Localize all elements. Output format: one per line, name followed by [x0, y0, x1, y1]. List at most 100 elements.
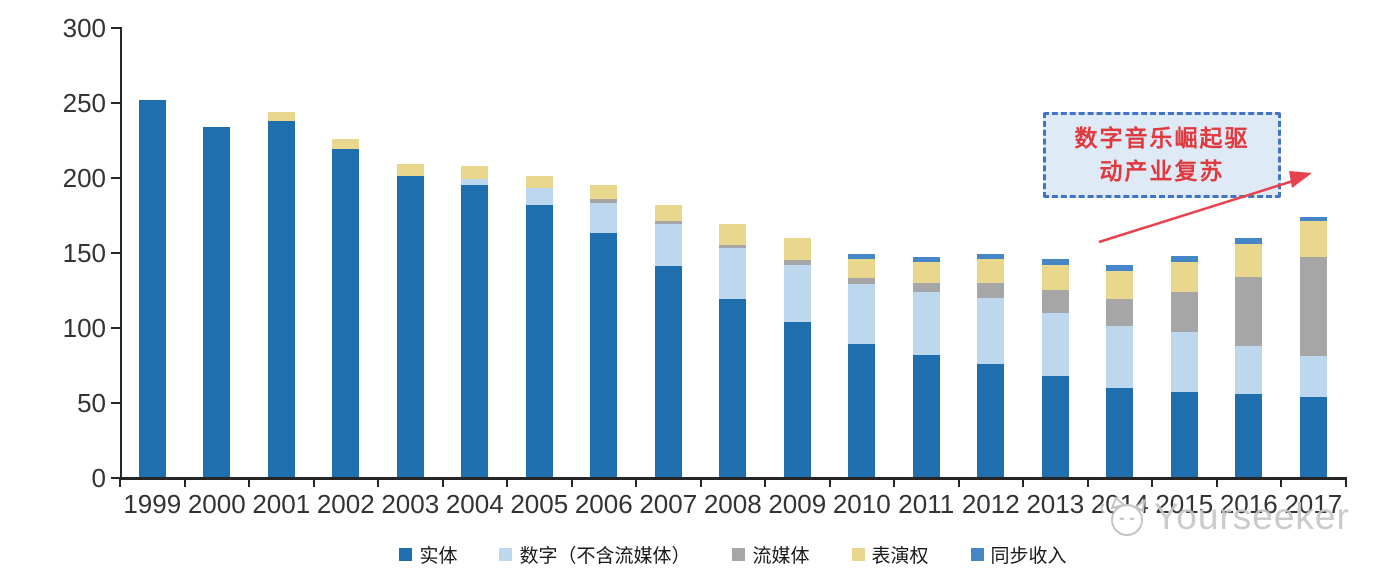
legend-swatch-icon: [970, 548, 984, 561]
x-axis-label: 2013: [1026, 489, 1085, 519]
bar-2010-segment: [848, 258, 876, 279]
x-axis-label: 2012: [961, 489, 1020, 519]
annotation-callout: 数字音乐崛起驱 动产业复苏: [1043, 112, 1281, 198]
x-axis-label: 2004: [445, 489, 504, 519]
x-axis-label: 2015: [1155, 489, 1214, 519]
legend-swatch-icon: [399, 548, 413, 561]
bar-2001-segment: [267, 111, 295, 121]
watermark: Yourseeker: [1098, 494, 1350, 540]
y-axis-tick: [111, 251, 120, 254]
bar-2015-segment: [1170, 291, 1198, 333]
y-axis-label: 50: [77, 387, 106, 418]
x-axis-tick: [183, 479, 186, 487]
y-axis-tick: [111, 101, 120, 104]
bar-1999-segment: [138, 99, 166, 478]
x-axis-label: 2003: [381, 489, 440, 519]
bar-2003-segment: [396, 164, 424, 177]
bar-2007-segment: [654, 204, 682, 222]
x-axis-tick: [119, 479, 121, 487]
y-axis-tick: [111, 476, 120, 479]
bar-2011-segment: [912, 291, 940, 355]
bar-2002-segment: [332, 149, 360, 478]
bar-2005-segment: [525, 204, 553, 478]
bar-2016-segment: [1235, 237, 1263, 244]
x-axis-label: 2010: [832, 489, 891, 519]
bar-2013-segment: [1041, 375, 1069, 478]
x-axis-tick: [1280, 479, 1282, 487]
x-axis-tick: [377, 479, 379, 487]
bar-2009-segment: [783, 260, 811, 265]
bar-2015-segment: [1170, 392, 1198, 478]
bar-2000-segment: [203, 126, 231, 478]
y-axis-label: 0: [91, 462, 106, 493]
legend-label: 数字（不含流媒体）: [519, 546, 691, 567]
watermark-text: Yourseeker: [1154, 496, 1350, 537]
x-axis-tick: [1022, 479, 1024, 487]
legend-swatch-icon: [732, 548, 746, 561]
x-axis-tick: [699, 479, 702, 487]
bar-2015-segment: [1170, 332, 1198, 393]
y-axis-label: 150: [62, 237, 106, 268]
legend-item: 实体: [399, 541, 457, 568]
bar-2004-segment: [461, 185, 489, 478]
legend-item: 同步收入: [970, 541, 1067, 568]
y-axis-label: 200: [62, 162, 106, 193]
bar-2007-segment: [654, 224, 682, 267]
x-axis-tick: [1344, 479, 1347, 487]
x-axis-tick: [312, 479, 315, 487]
bar-2005-segment: [525, 176, 553, 189]
legend-swatch-icon: [851, 548, 865, 561]
bar-2012-segment: [977, 297, 1005, 364]
y-axis-line: [120, 27, 122, 479]
bar-2015-segment: [1170, 261, 1198, 292]
x-axis-label: 2008: [703, 489, 762, 519]
x-axis-label: 1999: [123, 489, 182, 519]
bar-2008-segment: [719, 224, 747, 246]
x-axis-tick: [1086, 479, 1089, 487]
bar-2007-segment: [654, 266, 682, 478]
bar-2006-segment: [590, 198, 618, 204]
x-axis-label: 2001: [252, 489, 311, 519]
x-axis-tick: [828, 479, 831, 487]
bar-2015-segment: [1170, 255, 1198, 262]
bar-2002-segment: [332, 138, 360, 150]
bar-2012-segment: [977, 282, 1005, 298]
bar-2010-segment: [848, 284, 876, 345]
bar-2006-segment: [590, 203, 618, 234]
bar-2013-segment: [1041, 258, 1069, 265]
annotation-line-2: 动产业复苏: [1099, 158, 1225, 184]
x-axis-tick: [570, 479, 573, 487]
bar-2014-segment: [1106, 299, 1134, 327]
bar-2012-segment: [977, 363, 1005, 478]
bar-2017-segment: [1299, 221, 1327, 258]
bar-2012-segment: [977, 258, 1005, 283]
x-axis-tick: [1215, 479, 1218, 487]
x-axis-tick: [893, 479, 895, 487]
y-axis-tick: [111, 27, 120, 29]
x-axis-label: 2005: [510, 489, 569, 519]
bar-2001-segment: [267, 120, 295, 478]
y-axis-tick: [111, 401, 120, 404]
bar-2006-segment: [590, 185, 618, 199]
legend-swatch-icon: [499, 548, 513, 561]
bar-2009-segment: [783, 264, 811, 322]
legend-label: 实体: [419, 546, 458, 567]
x-axis-tick: [441, 479, 444, 487]
bar-2011-segment: [912, 354, 940, 478]
x-axis-label: 2000: [187, 489, 246, 519]
bar-2009-segment: [783, 237, 811, 261]
bar-2008-segment: [719, 248, 747, 300]
bar-2003-segment: [396, 176, 424, 478]
bar-2014-segment: [1106, 270, 1134, 300]
bar-2004-segment: [461, 179, 489, 186]
legend-label: 表演权: [871, 546, 929, 567]
bar-2009-segment: [783, 321, 811, 478]
bar-2011-segment: [912, 261, 940, 283]
legend-item: 表演权: [851, 541, 929, 568]
y-axis-label: 300: [62, 13, 106, 43]
x-axis-tick: [957, 479, 960, 487]
bar-2014-segment: [1106, 264, 1134, 271]
legend-item: 流媒体: [732, 541, 810, 568]
bar-2013-segment: [1041, 290, 1069, 313]
